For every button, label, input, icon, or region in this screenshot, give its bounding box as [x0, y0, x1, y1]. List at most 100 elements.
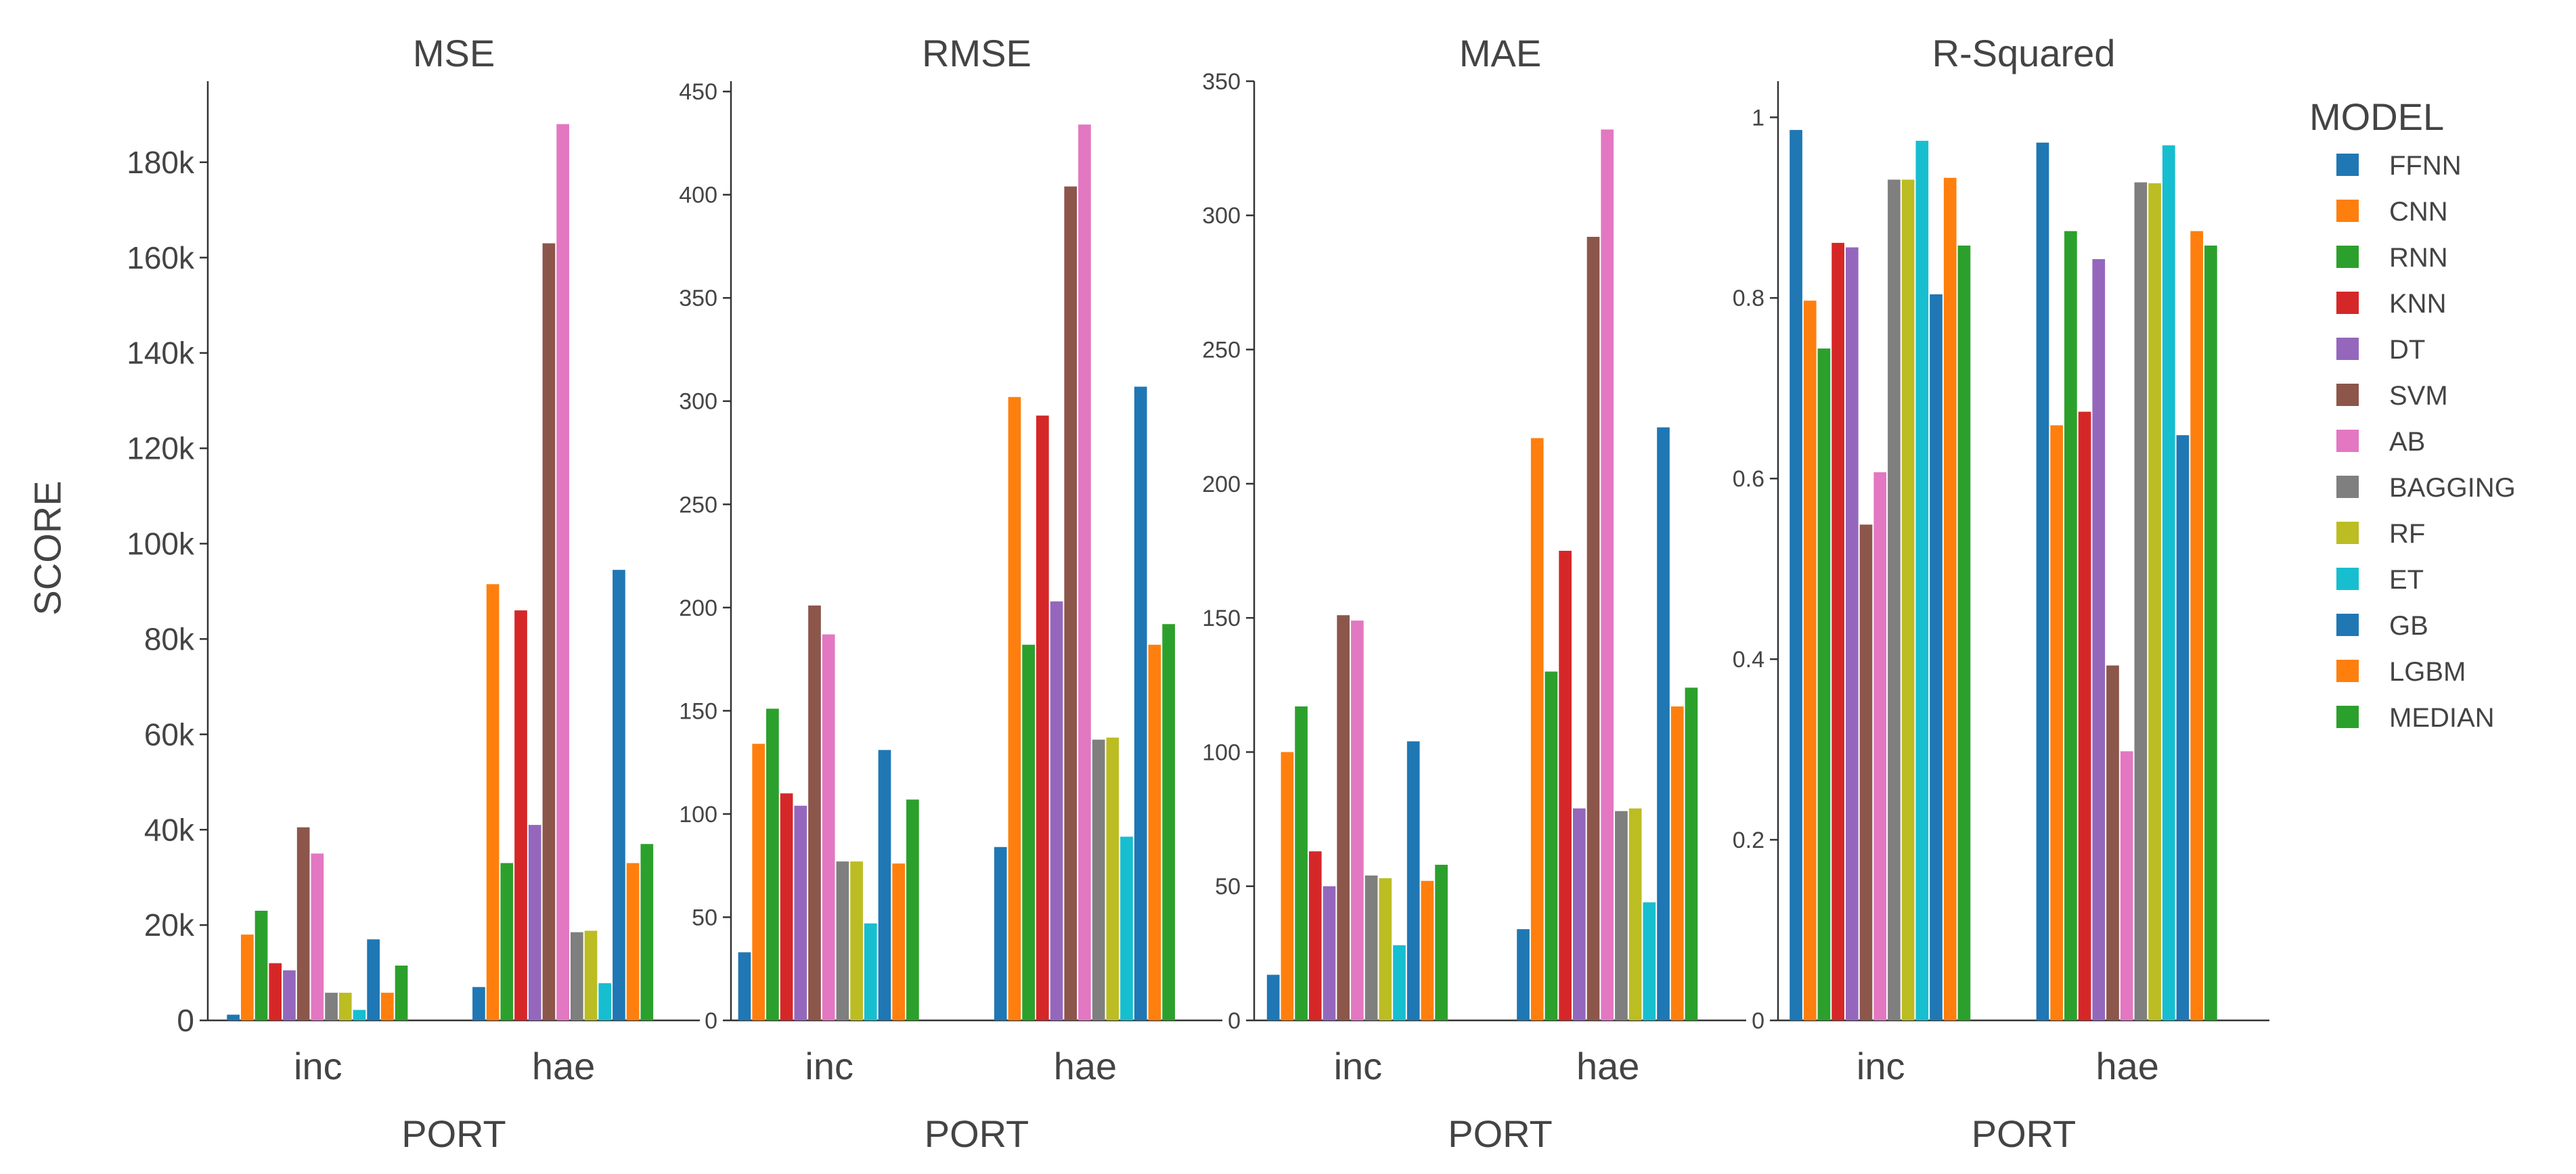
bar-r-squared-inc-svm	[1859, 524, 1873, 1020]
chart-title-3: R-Squared	[1932, 32, 2116, 74]
legend-title: MODEL	[2309, 95, 2445, 138]
legend-swatch	[2336, 706, 2359, 728]
bar-rmse-inc-bagging	[836, 861, 849, 1020]
legend-label: AB	[2389, 427, 2426, 457]
bar-mse-hae-median	[640, 844, 654, 1020]
x-axis-title-1: PORT	[925, 1112, 1029, 1155]
bar-r-squared-hae-median	[2204, 245, 2217, 1020]
legend-label: CNN	[2389, 197, 2448, 227]
y-tick-label-3-5: 1	[1752, 105, 1764, 131]
y-tick-label-0-2: 40k	[144, 812, 195, 847]
bar-mse-hae-rnn	[500, 863, 514, 1020]
y-tick-label-2-7: 350	[1202, 69, 1241, 95]
bar-r-squared-inc-bagging	[1888, 179, 1901, 1020]
bar-rmse-hae-dt	[1050, 601, 1063, 1020]
bar-mae-inc-ab	[1351, 620, 1364, 1020]
bar-rmse-inc-ab	[822, 634, 835, 1020]
y-tick-label-0-4: 80k	[144, 621, 195, 656]
bar-rmse-inc-svm	[808, 605, 821, 1020]
chart-title-0: MSE	[413, 32, 495, 74]
bar-mse-inc-knn	[269, 963, 282, 1020]
bar-rmse-inc-rnn	[766, 708, 779, 1020]
y-tick-label-2-1: 50	[1215, 874, 1241, 900]
legend-swatch	[2336, 154, 2359, 176]
bar-mae-hae-rf	[1628, 808, 1642, 1020]
bar-rmse-hae-rf	[1106, 738, 1119, 1020]
bar-mae-hae-ffnn	[1517, 929, 1530, 1020]
y-tick-label-0-3: 60k	[144, 717, 195, 752]
legend-label: ET	[2389, 565, 2424, 595]
bar-r-squared-hae-ffnn	[2036, 142, 2049, 1020]
bar-r-squared-inc-median	[1957, 245, 1971, 1020]
bar-mae-inc-ffnn	[1266, 974, 1280, 1020]
legend-swatch	[2336, 614, 2359, 636]
bar-rmse-hae-rnn	[1022, 644, 1035, 1020]
y-axis-title: SCORE	[26, 480, 69, 616]
bar-mse-inc-gb	[367, 939, 380, 1020]
legend-label: GB	[2389, 611, 2428, 641]
y-tick-label-1-0: 0	[705, 1008, 717, 1034]
bar-mse-inc-rnn	[254, 910, 268, 1020]
legend-swatch	[2336, 200, 2359, 222]
legend-label: LGBM	[2389, 657, 2466, 687]
chart-title-2: MAE	[1459, 32, 1541, 74]
bar-r-squared-inc-ab	[1873, 472, 1887, 1020]
bar-rmse-inc-cnn	[752, 744, 765, 1020]
legend-swatch	[2336, 384, 2359, 406]
x-tick-label-2-1: hae	[1576, 1045, 1639, 1087]
bar-r-squared-inc-lgbm	[1943, 177, 1957, 1020]
y-tick-label-3-3: 0.6	[1733, 466, 1764, 492]
bar-rmse-hae-ab	[1078, 125, 1091, 1021]
legend-swatch	[2336, 338, 2359, 360]
bar-mse-inc-dt	[283, 970, 296, 1020]
bar-mse-hae-rf	[584, 930, 598, 1020]
bar-mse-inc-svm	[296, 827, 310, 1020]
legend-label: RF	[2389, 519, 2426, 549]
bar-rmse-inc-et	[864, 923, 877, 1020]
bar-mse-hae-cnn	[486, 584, 499, 1020]
bar-rmse-hae-knn	[1036, 415, 1049, 1020]
bar-mae-hae-cnn	[1530, 438, 1544, 1020]
bar-mae-hae-bagging	[1615, 811, 1628, 1020]
legend-swatch	[2336, 430, 2359, 452]
legend-label: DT	[2389, 335, 2426, 365]
bar-mse-inc-median	[395, 965, 408, 1020]
bar-r-squared-hae-dt	[2092, 258, 2106, 1021]
y-tick-label-1-2: 100	[679, 802, 717, 828]
bar-mae-hae-median	[1685, 687, 1698, 1020]
bar-r-squared-hae-gb	[2176, 435, 2190, 1020]
bar-mae-inc-cnn	[1281, 752, 1294, 1020]
x-tick-label-0-0: inc	[294, 1045, 342, 1087]
bar-rmse-hae-gb	[1134, 386, 1147, 1020]
bar-mse-inc-rf	[338, 993, 352, 1020]
y-tick-label-1-6: 300	[679, 389, 717, 415]
bar-mse-inc-ab	[311, 853, 324, 1020]
bar-r-squared-hae-ab	[2120, 751, 2133, 1020]
x-axis-title-0: PORT	[401, 1112, 506, 1155]
y-tick-label-0-1: 20k	[144, 907, 195, 943]
bar-mae-hae-dt	[1572, 808, 1586, 1020]
bar-rmse-inc-median	[906, 799, 919, 1020]
bar-rmse-hae-svm	[1064, 186, 1078, 1021]
bar-mae-hae-rnn	[1545, 671, 1558, 1020]
legend-swatch	[2336, 660, 2359, 682]
bar-mae-inc-median	[1435, 864, 1448, 1020]
bar-r-squared-hae-svm	[2106, 665, 2119, 1020]
bar-r-squared-inc-knn	[1831, 242, 1844, 1021]
bar-r-squared-hae-et	[2162, 145, 2175, 1020]
bar-mae-inc-svm	[1337, 615, 1350, 1020]
y-tick-label-3-1: 0.2	[1733, 828, 1764, 853]
bar-rmse-inc-rf	[850, 861, 863, 1020]
bar-r-squared-inc-rf	[1901, 179, 1915, 1020]
bar-mse-hae-lgbm	[626, 863, 640, 1020]
bar-mse-inc-cnn	[240, 934, 254, 1020]
bar-mse-inc-bagging	[325, 993, 338, 1020]
legend-swatch	[2336, 568, 2359, 590]
bar-mae-inc-rf	[1379, 878, 1392, 1020]
y-tick-label-3-2: 0.4	[1733, 647, 1764, 673]
bar-r-squared-hae-bagging	[2134, 182, 2148, 1020]
bar-r-squared-inc-ffnn	[1790, 130, 1802, 1021]
legend-swatch	[2336, 522, 2359, 544]
bar-mse-hae-dt	[528, 825, 541, 1020]
y-tick-label-0-7: 140k	[127, 336, 195, 371]
